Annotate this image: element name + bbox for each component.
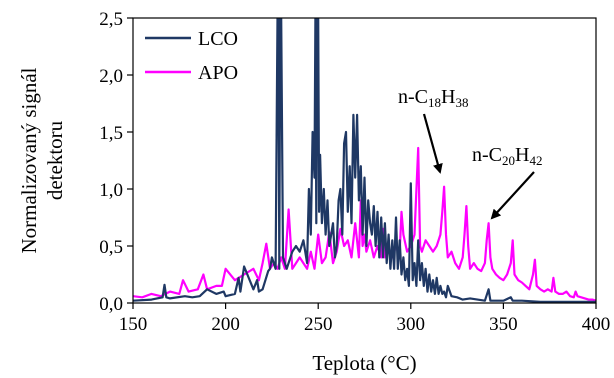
annotation-subscript: 42: [529, 153, 542, 168]
legend-label-lco: LCO: [198, 28, 238, 50]
annotation-subscript: 38: [455, 95, 468, 110]
y-tick-label: 2,5: [99, 9, 123, 30]
x-tick-label: 250: [304, 314, 333, 335]
x-tick-label: 200: [211, 314, 240, 335]
legend-label-apo: APO: [198, 62, 238, 84]
x-tick-label: 350: [489, 314, 518, 335]
annotation-subscript: 20: [502, 153, 515, 168]
axes-layer: 150 200 250 300 350 400 0,0 0,5 1,0 1,5 2,0 2,5: [99, 9, 610, 335]
annotation-text: H: [441, 86, 455, 108]
plot-area: [133, 18, 596, 303]
annotation-text: n-C: [398, 86, 428, 108]
y-tick-label: 1,0: [99, 180, 123, 201]
annotation-text: H: [515, 144, 529, 166]
series-layer: [133, 18, 596, 303]
annotation-text: n-C: [472, 144, 502, 166]
x-tick-label: 400: [582, 314, 611, 335]
legend: LCO APO: [145, 28, 238, 84]
annotation-label: n-C18H38: [398, 86, 468, 110]
x-tick-label: 150: [119, 314, 148, 335]
y-tick-label: 0,5: [99, 237, 123, 258]
y-axis-title-line: Normalizovaný signál: [17, 67, 41, 253]
y-axis-title: Normalizovaný signáldetektoru: [17, 67, 67, 253]
y-tick-label: 1,5: [99, 123, 123, 144]
plot-frame: [132, 17, 597, 304]
x-axis-title: Teplota (°C): [312, 351, 416, 375]
y-tick-label: 2,0: [99, 66, 123, 87]
annotation-arrow: [490, 171, 535, 220]
x-tick-label: 300: [397, 314, 426, 335]
annotation-label: n-C20H42: [472, 144, 542, 168]
series-line-lco: [133, 18, 596, 303]
y-tick-label: 0,0: [99, 294, 123, 315]
plot-background: [133, 18, 596, 303]
annotation-subscript: 18: [428, 95, 441, 110]
annotation-arrow: [422, 113, 443, 174]
y-axis-title-line: detektoru: [43, 120, 67, 200]
